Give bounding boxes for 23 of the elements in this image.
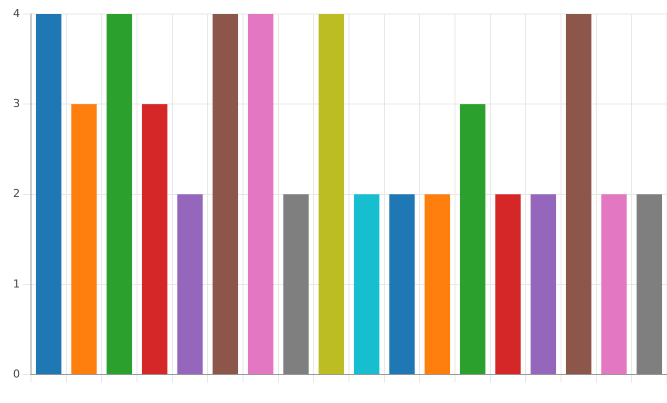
y-tick-label: 2 [13, 187, 20, 200]
bar [424, 194, 450, 374]
bar [177, 194, 203, 374]
bar [106, 14, 132, 374]
bar [354, 194, 380, 374]
bar [71, 104, 97, 374]
y-tick-label: 1 [13, 277, 20, 290]
bar [636, 194, 662, 374]
bar [318, 14, 344, 374]
bar [248, 14, 274, 374]
bar [566, 14, 592, 374]
bar [495, 194, 521, 374]
bar [389, 194, 415, 374]
bar [601, 194, 627, 374]
y-tick-label: 4 [13, 6, 20, 20]
bar [530, 194, 556, 374]
y-tick-label: 3 [13, 97, 20, 110]
bar [283, 194, 309, 374]
bar [142, 104, 168, 374]
bar [36, 14, 62, 374]
y-tick-label: 0 [13, 367, 20, 380]
bar [460, 104, 486, 374]
bar [212, 14, 238, 374]
